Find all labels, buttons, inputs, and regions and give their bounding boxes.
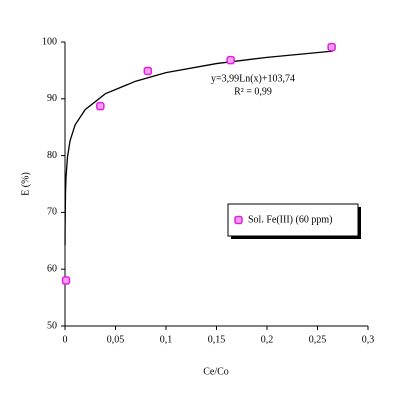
x-tick-label: 0,2 xyxy=(261,334,274,345)
marker xyxy=(61,276,71,285)
x-axis-label: Ce/Co xyxy=(203,366,229,377)
y-tick-label: 100 xyxy=(42,36,57,47)
legend-box xyxy=(227,203,359,237)
legend-label: Sol. Fe(III) (60 ppm) xyxy=(248,214,332,225)
y-tick-label: 70 xyxy=(47,207,57,218)
x-tick-label: 0,25 xyxy=(309,334,327,345)
x-tick-label: 0 xyxy=(63,334,68,345)
y-tick-label: 80 xyxy=(47,150,57,161)
trendline xyxy=(64,50,333,246)
y-tick-label: 60 xyxy=(47,263,57,274)
x-tick-label: 0,15 xyxy=(208,334,226,345)
y-tick-label: 90 xyxy=(47,93,57,104)
marker xyxy=(96,101,105,111)
marker xyxy=(327,42,336,52)
x-tick-label: 0,1 xyxy=(160,334,173,345)
x-tick-label: 0,3 xyxy=(362,334,375,345)
y-axis-label: E (%) xyxy=(20,172,31,196)
annotation: R² = 0,99 xyxy=(234,86,272,97)
annotation: y=3,99Ln(x)+103,74 xyxy=(211,73,295,84)
y-tick-label: 50 xyxy=(47,320,57,331)
legend-marker xyxy=(234,215,243,225)
marker xyxy=(143,66,153,76)
marker xyxy=(226,55,235,65)
x-tick-label: 0,05 xyxy=(107,334,125,345)
